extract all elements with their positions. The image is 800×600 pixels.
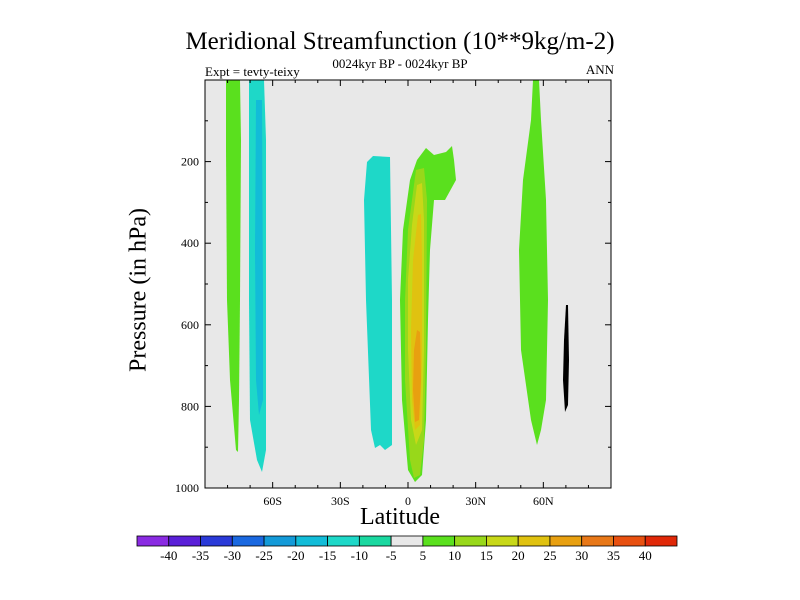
- contour-pos-5-north: [519, 80, 548, 445]
- colorbar-label: -40: [160, 548, 177, 563]
- colorbar-label: -10: [351, 548, 368, 563]
- colorbar-label: 20: [512, 548, 525, 563]
- colorbar-swatch: [263, 535, 297, 547]
- y-tick-label: 600: [181, 318, 199, 332]
- x-tick-label: 0: [405, 494, 411, 508]
- colorbar-label: -5: [386, 548, 397, 563]
- season-label: ANN: [585, 62, 614, 77]
- colorbar-swatch: [231, 535, 265, 547]
- colorbar-swatch: [613, 535, 646, 547]
- x-axis-label: Latitude: [360, 504, 440, 530]
- colorbar-label: 10: [448, 548, 461, 563]
- colorbar-swatch: [390, 535, 424, 547]
- colorbar-swatch: [644, 535, 678, 547]
- contour-neg-15-south: [255, 100, 263, 415]
- colorbar-label: 15: [480, 548, 493, 563]
- colorbar-label: 5: [420, 548, 427, 563]
- colorbar-swatch: [517, 535, 551, 547]
- colorbar-swatch: [454, 535, 487, 547]
- colorbar-label: 40: [639, 548, 652, 563]
- contour-fills: [226, 80, 569, 482]
- colorbar-swatch: [581, 535, 614, 547]
- contour-pos-5-high-north: [563, 305, 569, 412]
- contour-pos-25-equator: [413, 330, 421, 422]
- colorbar-label: -15: [319, 548, 336, 563]
- colorbar-swatch: [136, 535, 170, 547]
- colorbar-label: -35: [192, 548, 209, 563]
- y-tick-label: 800: [181, 399, 199, 413]
- y-tick-label: 1000: [175, 481, 199, 495]
- contour-neg-10-tropics: [364, 156, 392, 450]
- colorbar: -40 -35 -30 -25 -20 -15 -10 -5 5 10 15 20 25 30 35 40: [136, 535, 678, 563]
- colorbar-label: -20: [287, 548, 304, 563]
- x-tick-label: 30S: [331, 494, 350, 508]
- chart-title: Meridional Streamfunction (10**9kg/m-2): [185, 28, 615, 55]
- y-tick-label: 200: [181, 155, 199, 169]
- colorbar-swatch: [358, 535, 392, 547]
- contour-pos-20-upper: [437, 171, 447, 175]
- experiment-label: Expt = tevty-teixy: [205, 64, 300, 79]
- y-tick-label: 400: [181, 236, 199, 250]
- colorbar-swatch: [200, 535, 233, 547]
- colorbar-label: 25: [543, 548, 556, 563]
- colorbar-swatch: [486, 535, 519, 547]
- colorbar-swatch: [327, 535, 360, 547]
- x-tick-label: 30N: [465, 494, 486, 508]
- colorbar-label: 35: [607, 548, 620, 563]
- period-label: 0024kyr BP - 0024kyr BP: [332, 56, 468, 71]
- colorbar-swatch: [168, 535, 201, 547]
- colorbar-label: -30: [224, 548, 241, 563]
- y-axis-ticks: 200 400 600 800 1000: [175, 120, 611, 495]
- colorbar-swatch: [549, 535, 583, 547]
- colorbar-swatch: [295, 535, 328, 547]
- contour-pos-5-south: [226, 80, 241, 452]
- x-tick-label: 60S: [263, 494, 282, 508]
- colorbar-label: 30: [575, 548, 588, 563]
- colorbar-label: -25: [255, 548, 272, 563]
- x-tick-label: 60N: [533, 494, 554, 508]
- x-axis-ticks: 60S 30S 0 30N 60N: [227, 80, 589, 508]
- colorbar-swatch: [422, 535, 456, 547]
